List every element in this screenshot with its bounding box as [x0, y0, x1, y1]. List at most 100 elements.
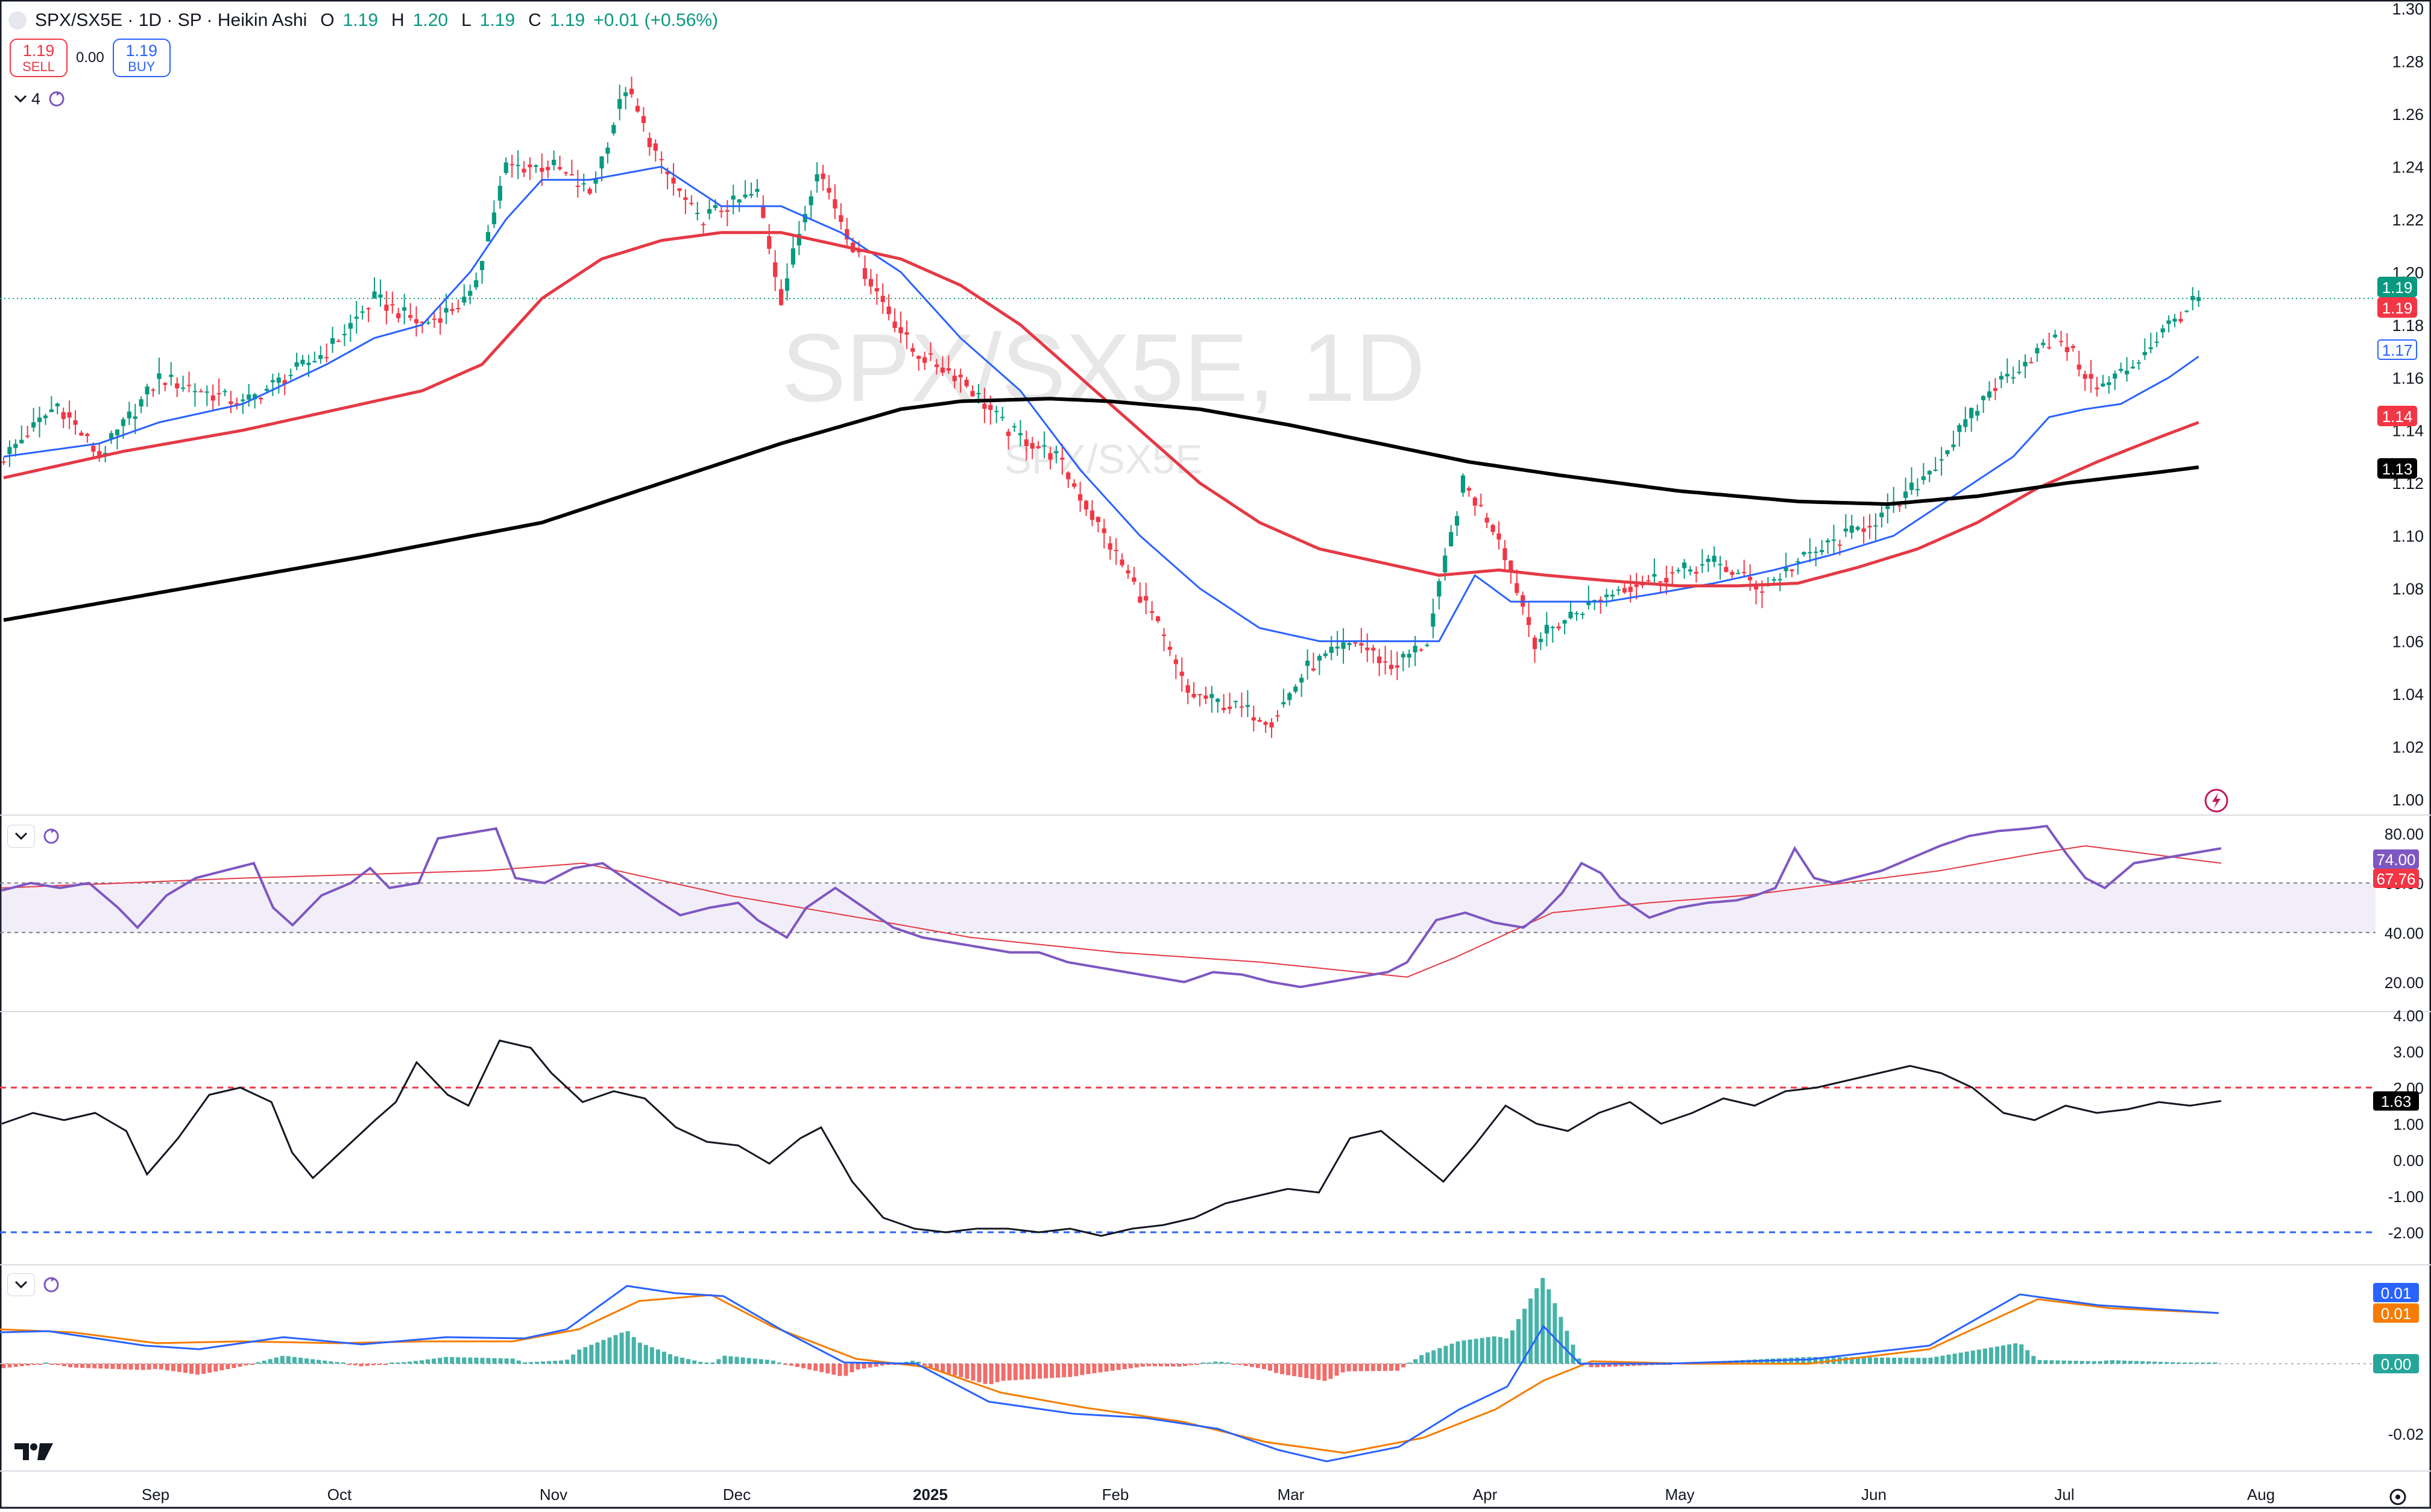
- histogram-bar: [540, 1361, 545, 1364]
- histogram-bar: [947, 1364, 951, 1374]
- histogram-bar: [311, 1359, 315, 1364]
- candle-body: [2005, 374, 2010, 377]
- histogram-bar: [953, 1364, 957, 1376]
- histogram-bar: [577, 1349, 582, 1364]
- histogram-bar: [977, 1364, 982, 1382]
- histogram-bar: [1413, 1359, 1418, 1364]
- symbol-title[interactable]: SPX/SX5E · 1D · SP · Heikin Ashi: [35, 10, 307, 30]
- candle-body: [1963, 419, 1968, 427]
- time-axis-label: Dec: [723, 1485, 751, 1504]
- candle-body: [2064, 347, 2069, 353]
- candle-body: [509, 164, 514, 166]
- candle-body: [181, 387, 186, 389]
- candle-body: [821, 173, 825, 180]
- buy-button[interactable]: 1.19 BUY: [112, 39, 171, 77]
- histogram-bar: [401, 1362, 406, 1364]
- histogram-bar: [1358, 1364, 1363, 1372]
- histogram-bar: [37, 1364, 42, 1365]
- histogram-bar: [1146, 1364, 1151, 1367]
- rsi-collapse-button[interactable]: [7, 825, 35, 848]
- candle-body: [958, 374, 963, 377]
- histogram-bar: [2183, 1362, 2187, 1364]
- candle-body: [1030, 443, 1035, 449]
- candle-body: [599, 156, 604, 169]
- price-axis-badge-label: 1.19: [2382, 279, 2413, 297]
- candle-body: [258, 397, 263, 400]
- candle-body: [1484, 517, 1489, 523]
- gear-icon[interactable]: [2388, 1487, 2408, 1507]
- candle-body: [522, 168, 526, 173]
- histogram-bar: [268, 1359, 273, 1364]
- candle-body: [2047, 347, 2052, 348]
- flash-icon[interactable]: [2203, 787, 2230, 814]
- histogram-bar: [153, 1364, 157, 1369]
- histogram-bar: [1449, 1343, 1454, 1364]
- macd-histogram: [1, 1277, 2218, 1384]
- histogram-bar: [2110, 1360, 2114, 1364]
- macd-collapse-button[interactable]: [7, 1273, 35, 1296]
- histogram-bar: [1419, 1355, 1424, 1364]
- sync-icon[interactable]: [46, 89, 67, 109]
- histogram-bar: [1104, 1364, 1109, 1372]
- candle-body: [1299, 678, 1304, 683]
- candle-body: [1843, 528, 1848, 532]
- price-axis-label: 1.28: [2392, 52, 2424, 71]
- histogram-bar: [1825, 1357, 1830, 1364]
- histogram-bar: [292, 1356, 297, 1364]
- histogram-bar: [2073, 1361, 2078, 1364]
- histogram-bar: [1286, 1364, 1291, 1376]
- histogram-bar: [619, 1332, 624, 1364]
- candle-body: [629, 89, 634, 95]
- histogram-bar: [746, 1358, 751, 1364]
- histogram-bar: [771, 1360, 775, 1364]
- histogram-bar: [2025, 1350, 2030, 1364]
- histogram-bar: [274, 1357, 279, 1364]
- histogram-bar: [480, 1358, 485, 1364]
- candle-body: [1425, 644, 1430, 646]
- candle-body: [420, 321, 424, 324]
- candle-body: [1783, 567, 1788, 572]
- candle-body: [1897, 505, 1902, 506]
- histogram-bar: [1304, 1364, 1309, 1378]
- histogram-bar: [1861, 1357, 1866, 1364]
- histogram-bar: [353, 1364, 358, 1366]
- candle-body: [2035, 348, 2040, 354]
- candle-body: [1407, 654, 1411, 658]
- histogram-bar: [692, 1360, 697, 1364]
- candle-body: [1730, 572, 1735, 575]
- candle-body: [139, 399, 143, 407]
- histogram-bar: [1389, 1364, 1393, 1371]
- histogram-bar: [740, 1357, 745, 1364]
- candle-body: [1586, 601, 1591, 605]
- histogram-bar: [674, 1356, 679, 1364]
- candle-body: [1921, 476, 1926, 480]
- sync-icon[interactable]: [41, 1274, 61, 1295]
- time-axis-label: Oct: [327, 1485, 352, 1504]
- histogram-bar: [2146, 1361, 2151, 1364]
- candle-body: [426, 322, 430, 324]
- candle-body: [1945, 450, 1950, 455]
- time-axis-label: Aug: [2247, 1485, 2275, 1504]
- histogram-bar: [1001, 1364, 1006, 1381]
- candle-body: [1012, 426, 1017, 427]
- candle-body: [940, 367, 945, 373]
- histogram-bar: [462, 1357, 467, 1364]
- candle-body: [516, 165, 520, 166]
- chevron-down-icon: [14, 1280, 28, 1289]
- histogram-bar: [2061, 1360, 2066, 1364]
- histogram-bar: [1395, 1364, 1399, 1371]
- histogram-bar: [1855, 1357, 1860, 1364]
- candle-body: [1132, 577, 1137, 582]
- histogram-bar: [668, 1354, 672, 1364]
- candle-body: [552, 160, 557, 165]
- indicators-collapse-button[interactable]: [7, 88, 34, 110]
- candle-body: [2011, 377, 2016, 379]
- candle-body: [1413, 646, 1417, 653]
- candle-body: [2142, 351, 2147, 356]
- signal-line: [0, 1294, 2219, 1454]
- signal-value-label: 0.01: [2381, 1305, 2412, 1323]
- sell-button[interactable]: 1.19 SELL: [10, 39, 68, 77]
- sync-icon[interactable]: [41, 826, 61, 846]
- histogram-bar: [825, 1364, 830, 1374]
